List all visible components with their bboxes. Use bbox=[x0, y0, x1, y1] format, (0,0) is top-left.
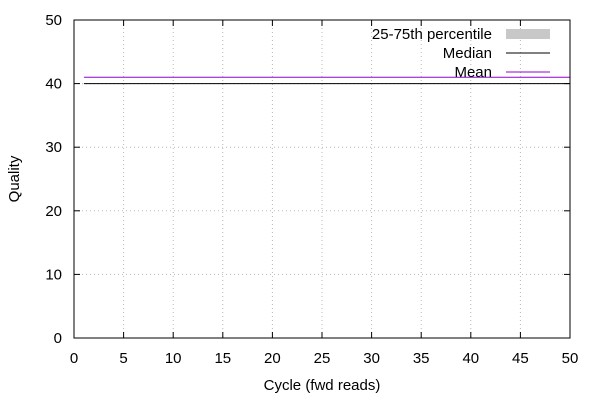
y-axis-label: Quality bbox=[6, 155, 23, 202]
axis-ticks: 0 5 10 15 20 25 30 35 40 45 50 0 10 20 30 40 50 bbox=[45, 12, 578, 367]
plot-frame bbox=[73, 19, 571, 339]
grid bbox=[74, 20, 570, 338]
legend: 25-75th percentile Median Mean bbox=[372, 26, 550, 81]
x-tick-label: 15 bbox=[214, 350, 231, 367]
legend-swatch-band bbox=[506, 29, 550, 39]
y-tick-label: 0 bbox=[54, 330, 62, 347]
plot-area bbox=[83, 76, 570, 85]
legend-label: Median bbox=[443, 45, 492, 62]
x-tick-label: 45 bbox=[512, 350, 529, 367]
legend-label: Mean bbox=[454, 64, 492, 81]
x-tick-label: 40 bbox=[462, 350, 479, 367]
y-tick-label: 50 bbox=[45, 12, 62, 29]
x-tick-label: 5 bbox=[119, 350, 127, 367]
y-tick-label: 30 bbox=[45, 139, 62, 156]
x-axis-label: Cycle (fwd reads) bbox=[264, 377, 381, 394]
x-tick-label: 50 bbox=[562, 350, 579, 367]
y-tick-label: 10 bbox=[45, 266, 62, 283]
x-tick-label: 25 bbox=[314, 350, 331, 367]
legend-label: 25-75th percentile bbox=[372, 26, 492, 43]
percentile-band bbox=[84, 77, 570, 83]
x-tick-label: 30 bbox=[363, 350, 380, 367]
y-tick-label: 20 bbox=[45, 203, 62, 220]
x-tick-label: 10 bbox=[165, 350, 182, 367]
x-tick-label: 35 bbox=[413, 350, 430, 367]
x-tick-label: 0 bbox=[70, 350, 78, 367]
x-tick-label: 20 bbox=[264, 350, 281, 367]
y-tick-label: 40 bbox=[45, 76, 62, 93]
